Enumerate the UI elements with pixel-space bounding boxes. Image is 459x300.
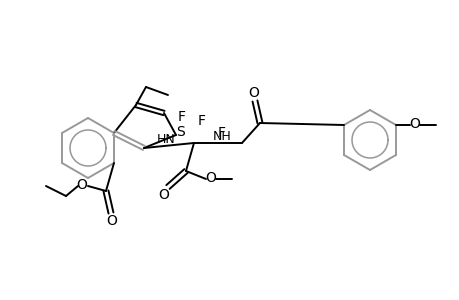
Text: S: S (176, 125, 185, 139)
Text: O: O (106, 214, 117, 228)
Text: F: F (197, 114, 206, 128)
Text: HN: HN (156, 133, 175, 146)
Text: O: O (76, 178, 87, 192)
Text: O: O (409, 117, 420, 131)
Text: O: O (205, 171, 216, 185)
Text: O: O (248, 86, 259, 100)
Text: NH: NH (212, 130, 231, 143)
Text: F: F (178, 110, 185, 124)
Text: F: F (218, 126, 225, 140)
Text: O: O (158, 188, 169, 202)
